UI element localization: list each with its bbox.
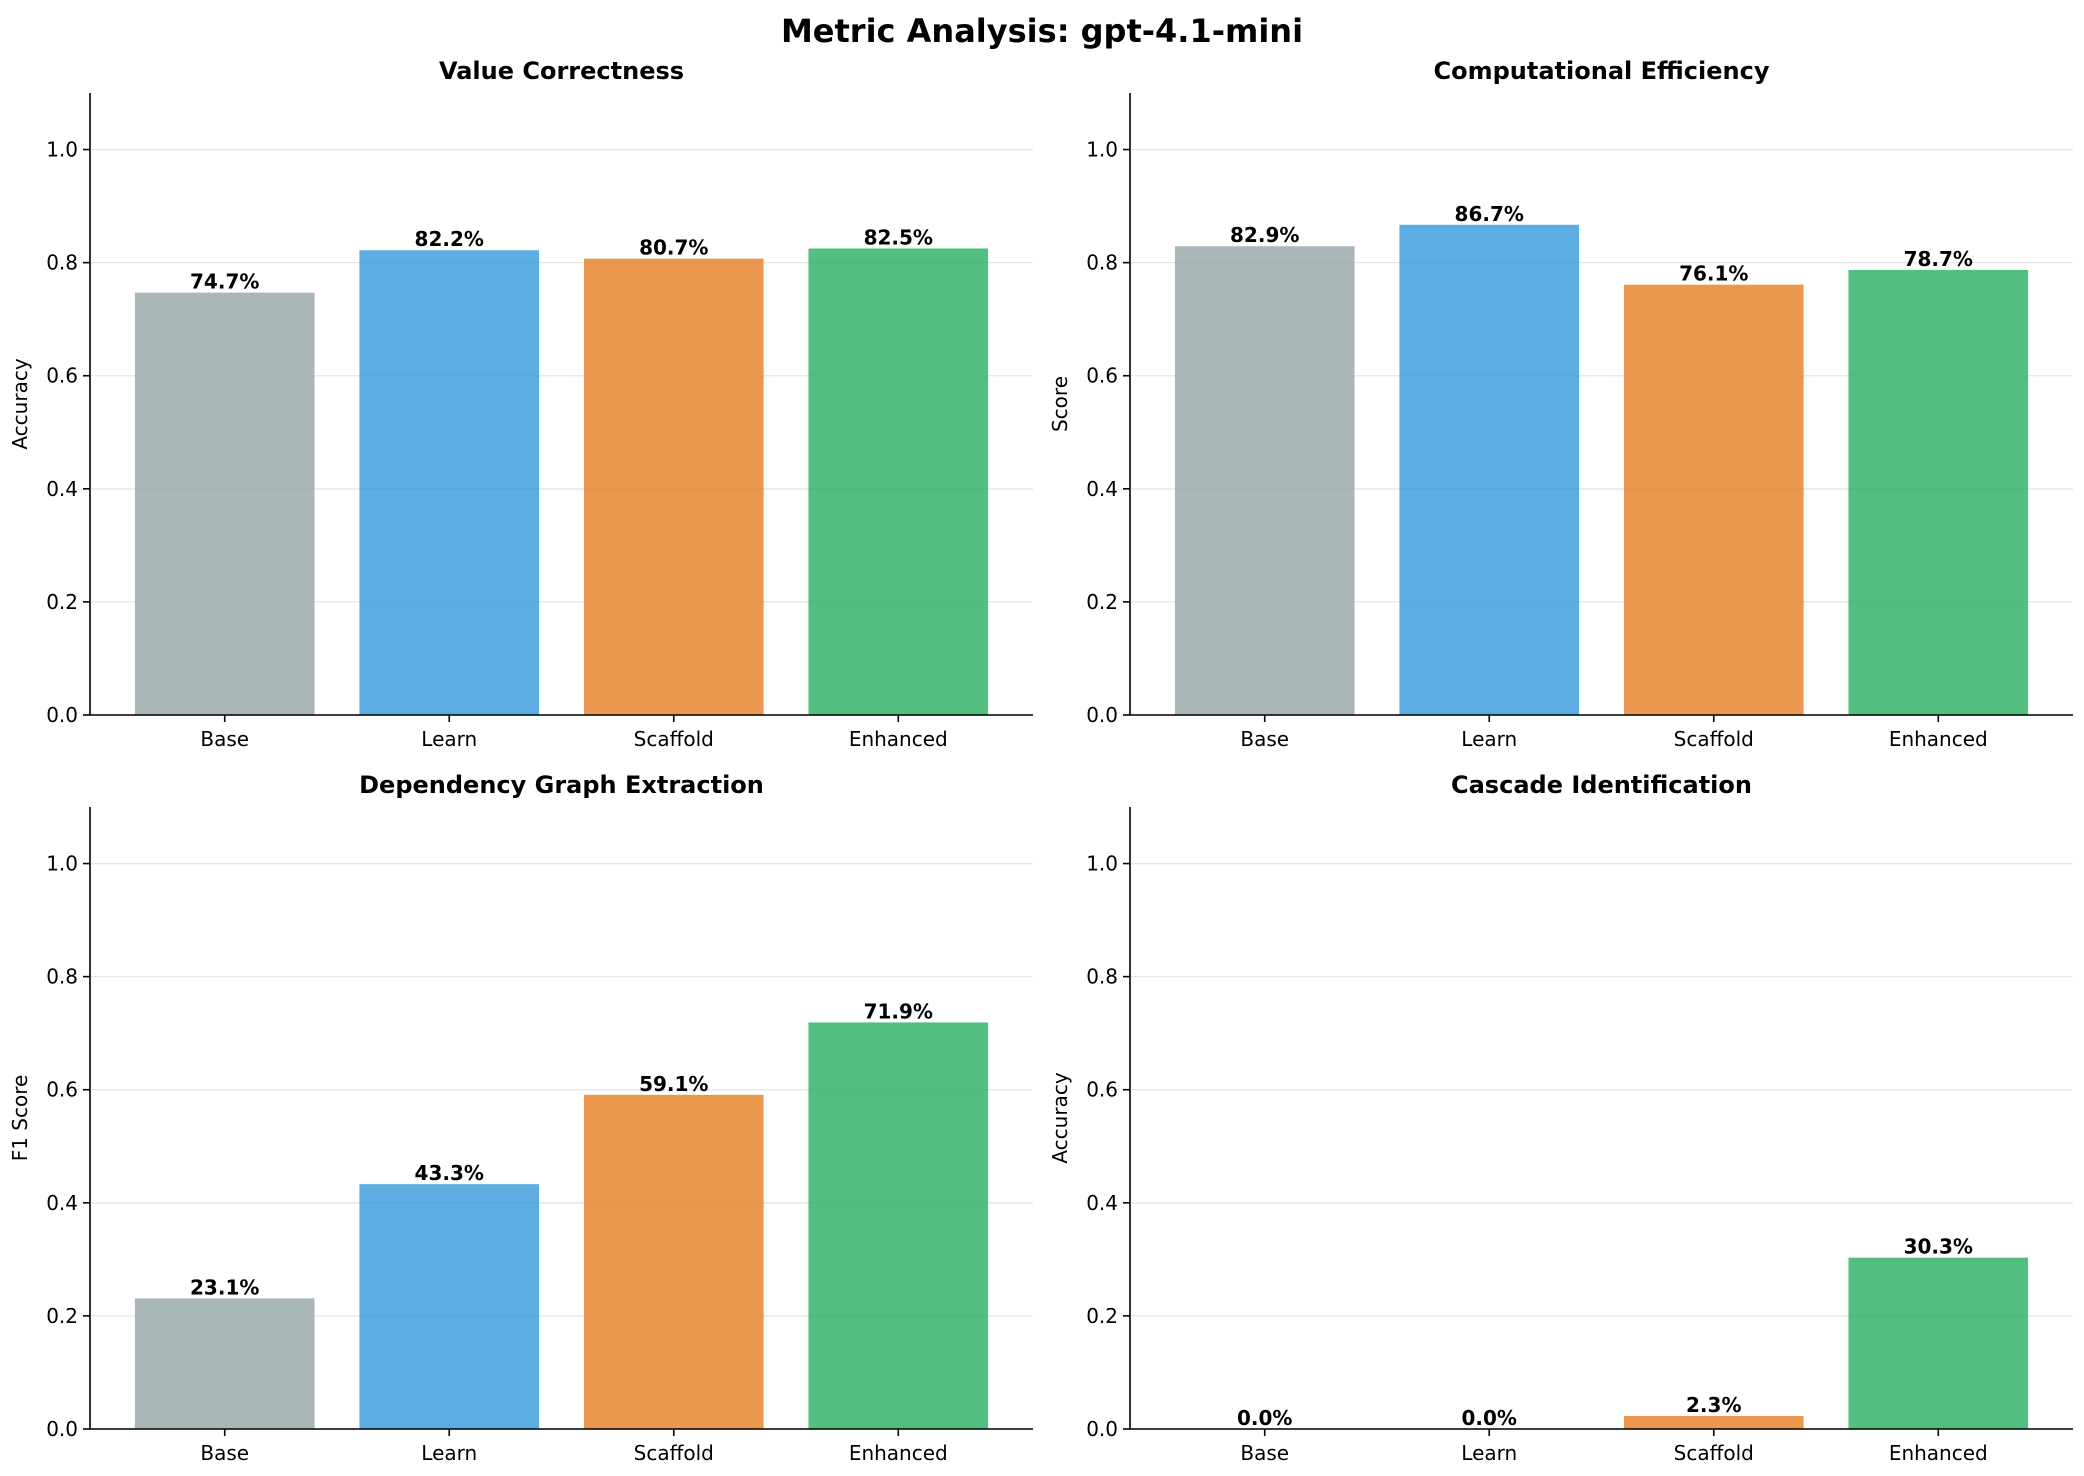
x-tick-label-learn: Learn	[1461, 727, 1517, 751]
y-axis-label: F1 Score	[8, 1075, 32, 1162]
y-axis-label: Score	[1048, 376, 1072, 432]
y-tick-label: 0.2	[1086, 590, 1118, 614]
x-tick-label-learn: Learn	[1461, 1441, 1517, 1465]
bar-learn	[359, 1184, 540, 1429]
y-tick-label: 1.0	[46, 852, 78, 876]
data-label-base: 74.7%	[190, 270, 259, 294]
y-tick-label: 1.0	[46, 138, 78, 162]
chart-title: Value Correctness	[439, 57, 684, 85]
data-label-scaffold: 80.7%	[639, 236, 708, 260]
data-label-learn: 86.7%	[1455, 202, 1524, 226]
y-tick-label: 0.2	[1086, 1304, 1118, 1328]
bar-enhanced	[1848, 269, 2029, 715]
data-label-enhanced: 71.9%	[864, 999, 933, 1023]
x-tick-label-base: Base	[200, 1441, 249, 1465]
data-label-base: 82.9%	[1230, 223, 1299, 247]
data-label-base: 0.0%	[1237, 1406, 1292, 1430]
y-tick-label: 1.0	[1086, 138, 1118, 162]
chart-title: Computational Efficiency	[1434, 57, 1770, 85]
y-tick-label: 0.8	[46, 965, 78, 989]
bar-scaffold	[1623, 284, 1804, 715]
data-label-scaffold: 59.1%	[639, 1072, 708, 1096]
chart-panel-cascade-identification: 0.0% 0.0% 2.3% 30.3% 0.0 0.2 0.4 0.6 0.8 1.0 Base L…	[1048, 771, 2073, 1465]
y-tick-label: 0.0	[1086, 703, 1118, 727]
y-tick-label: 0.6	[46, 364, 78, 388]
bar-scaffold	[583, 258, 764, 715]
y-tick-label: 1.0	[1086, 852, 1118, 876]
figure-title: Metric Analysis: gpt-4.1-mini	[781, 12, 1303, 50]
y-tick-label: 0.6	[46, 1078, 78, 1102]
x-tick-label-scaffold: Scaffold	[1674, 727, 1754, 751]
x-tick-label-scaffold: Scaffold	[634, 727, 714, 751]
y-tick-label: 0.4	[1086, 1191, 1118, 1215]
y-tick-label: 0.6	[1086, 364, 1118, 388]
data-label-learn: 43.3%	[415, 1161, 484, 1185]
bar-learn	[1399, 224, 1580, 715]
y-tick-label: 0.6	[1086, 1078, 1118, 1102]
y-tick-label: 0.0	[1086, 1417, 1118, 1441]
bar-base	[134, 292, 315, 715]
chart-panel-dependency-graph-extraction: 23.1% 43.3% 59.1% 71.9% 0.0 0.2 0.4 0.6 0.8 1.0 Ba…	[8, 771, 1033, 1465]
data-label-base: 23.1%	[190, 1275, 259, 1299]
y-tick-label: 0.0	[46, 703, 78, 727]
x-tick-label-base: Base	[200, 727, 249, 751]
panels: 74.7% 82.2% 80.7% 82.5% 0.0 0.2 0.4 0.6 0.8 1.0 Ba…	[8, 57, 2073, 1465]
data-label-learn: 82.2%	[415, 227, 484, 251]
data-label-scaffold: 76.1%	[1679, 262, 1748, 286]
x-tick-label-enhanced: Enhanced	[1889, 1441, 1988, 1465]
bar-enhanced	[808, 1022, 989, 1429]
x-tick-label-enhanced: Enhanced	[849, 727, 948, 751]
x-tick-label-learn: Learn	[421, 727, 477, 751]
x-tick-label-base: Base	[1240, 1441, 1289, 1465]
data-label-enhanced: 82.5%	[864, 226, 933, 250]
y-tick-label: 0.2	[46, 590, 78, 614]
bar-base	[134, 1298, 315, 1429]
y-axis-label: Accuracy	[8, 358, 32, 449]
x-tick-label-learn: Learn	[421, 1441, 477, 1465]
data-label-learn: 0.0%	[1462, 1406, 1517, 1430]
bar-enhanced	[808, 248, 989, 715]
chart-title: Cascade Identification	[1451, 771, 1752, 799]
data-label-enhanced: 78.7%	[1904, 247, 1973, 271]
chart-panel-computational-efficiency: 82.9% 86.7% 76.1% 78.7% 0.0 0.2 0.4 0.6 0.8 1.0 Ba…	[1048, 57, 2073, 751]
data-label-scaffold: 2.3%	[1686, 1393, 1741, 1417]
x-tick-label-enhanced: Enhanced	[1889, 727, 1988, 751]
bar-scaffold	[583, 1094, 764, 1429]
data-label-enhanced: 30.3%	[1904, 1235, 1973, 1259]
y-tick-label: 0.4	[1086, 477, 1118, 501]
y-tick-label: 0.8	[1086, 251, 1118, 275]
y-tick-label: 0.4	[46, 1191, 78, 1215]
chart-panel-value-correctness: 74.7% 82.2% 80.7% 82.5% 0.0 0.2 0.4 0.6 0.8 1.0 Ba…	[8, 57, 1033, 751]
x-tick-label-scaffold: Scaffold	[1674, 1441, 1754, 1465]
chart-title: Dependency Graph Extraction	[359, 771, 764, 799]
x-tick-label-base: Base	[1240, 727, 1289, 751]
y-tick-label: 0.8	[1086, 965, 1118, 989]
x-tick-label-scaffold: Scaffold	[634, 1441, 714, 1465]
x-tick-label-enhanced: Enhanced	[849, 1441, 948, 1465]
y-axis-label: Accuracy	[1048, 1072, 1072, 1163]
y-tick-label: 0.4	[46, 477, 78, 501]
y-tick-label: 0.8	[46, 251, 78, 275]
bar-scaffold	[1623, 1415, 1804, 1429]
y-tick-label: 0.2	[46, 1304, 78, 1328]
y-tick-label: 0.0	[46, 1417, 78, 1441]
bar-enhanced	[1848, 1257, 2029, 1429]
bar-learn	[359, 250, 540, 716]
bar-base	[1174, 246, 1355, 716]
